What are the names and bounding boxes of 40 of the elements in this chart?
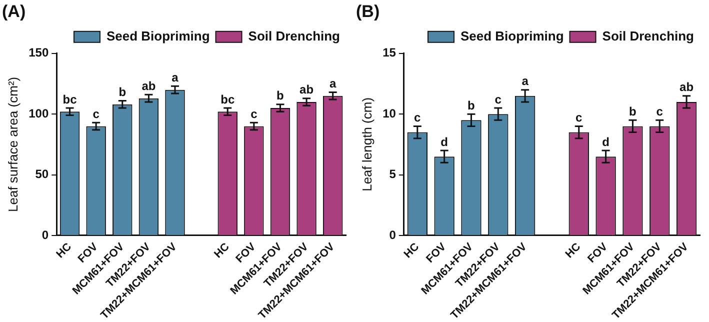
y-tick-label: 15 xyxy=(382,46,396,60)
data-label: bc xyxy=(62,92,78,106)
data-label: d xyxy=(440,134,448,149)
data-label: c xyxy=(656,104,664,118)
data-label: a xyxy=(330,76,337,91)
data-label: b xyxy=(468,98,475,112)
y-tick-label: 5 xyxy=(389,167,396,182)
legend-label: Soil Drenching xyxy=(602,28,694,44)
y-tick-label: 150 xyxy=(28,46,49,60)
y-axis-title: Leaf surface area (cm²) xyxy=(5,76,20,212)
x-tick-label: HC xyxy=(54,240,74,261)
data-label: ab xyxy=(142,78,156,93)
y-axis-title: Leaf length (cm) xyxy=(359,97,374,192)
x-tick-label: HC xyxy=(563,240,584,261)
data-label: b xyxy=(629,104,636,118)
data-label: ab xyxy=(680,80,694,94)
data-label: c xyxy=(414,110,422,125)
x-tick-label: HC xyxy=(212,240,232,261)
legend-label: Seed Biopriming xyxy=(460,28,564,44)
data-label: c xyxy=(250,106,258,121)
y-tick-label: 50 xyxy=(35,167,49,182)
data-label: a xyxy=(522,74,529,88)
data-label: a xyxy=(172,70,179,84)
legend-label: Soil Drenching xyxy=(248,28,340,44)
y-tick-label: 10 xyxy=(382,106,396,120)
legend-label: Seed Biopriming xyxy=(106,28,210,44)
chart-title: (B) xyxy=(356,2,380,21)
data-label: c xyxy=(576,110,583,125)
data-label: b xyxy=(118,85,126,100)
data-label: d xyxy=(602,134,610,149)
data-label: b xyxy=(276,88,284,103)
data-label: c xyxy=(92,106,100,121)
x-tick-label: HC xyxy=(402,240,422,261)
y-tick-label: 0 xyxy=(389,228,396,242)
chart-title: (A) xyxy=(2,2,26,21)
data-label: bc xyxy=(220,92,235,106)
data-label: ab xyxy=(300,82,314,97)
y-tick-label: 100 xyxy=(28,106,49,120)
y-tick-label: 0 xyxy=(42,228,49,242)
data-label: c xyxy=(494,92,502,106)
